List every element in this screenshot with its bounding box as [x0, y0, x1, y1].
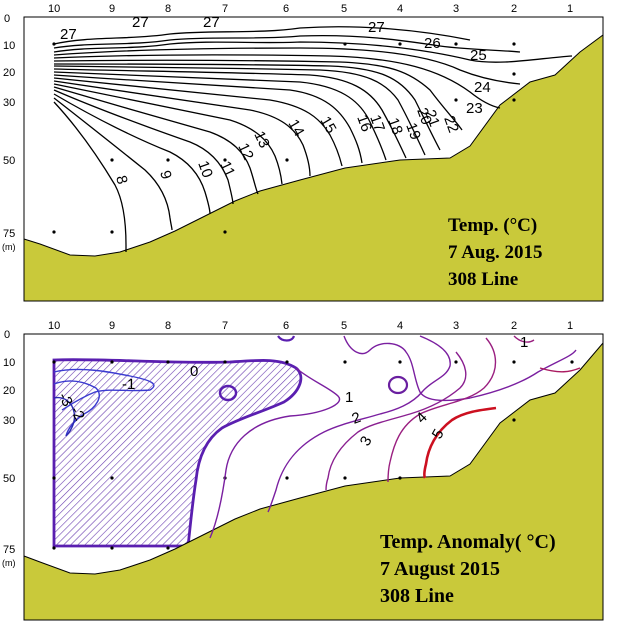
top-legend: Temp. (°C) 7 Aug. 2015 308 Line	[448, 215, 543, 290]
top-legend-line-3: 308 Line	[448, 269, 518, 290]
bottom-x-ticks: 10 9 8 7 6 5 4 3 2 1	[48, 320, 573, 332]
top-y-tick-label: 0	[4, 13, 10, 25]
bottom-y-tick-label: 75	[3, 544, 15, 556]
top-contour-label: 13	[250, 129, 272, 151]
bottom-y-tick-label: 20	[3, 385, 15, 397]
top-x-ticks: 10 9 8 7 6 5 4 3 2 1	[48, 3, 573, 15]
bottom-x-tick-label: 6	[283, 320, 289, 332]
top-contour-label: 15	[317, 114, 340, 137]
top-x-tick-label: 1	[567, 3, 573, 15]
top-contour-label: 19	[402, 121, 424, 142]
top-sample-dots	[52, 42, 516, 234]
top-contour-label: 12	[234, 141, 256, 163]
top-contour-label: 26	[424, 35, 441, 52]
bottom-anomaly-contours	[53, 335, 581, 539]
bottom-legend-line-1: Temp. Anomaly( °C)	[380, 531, 556, 553]
top-contour-label: 23	[466, 100, 483, 117]
top-contour-label: 18	[384, 116, 406, 137]
bottom-contour-label: 1	[520, 334, 528, 351]
top-y-ticks: 0 10 20 30 50 75 (m)	[2, 13, 16, 252]
bottom-cell-zero	[218, 384, 238, 402]
bottom-x-tick-label: 10	[48, 320, 60, 332]
bottom-y-tick-label: 0	[4, 329, 10, 341]
top-isotherms	[53, 26, 573, 252]
bottom-x-tick-label: 7	[222, 320, 228, 332]
bottom-y-ticks: 0 10 20 30 50 75 (m)	[2, 329, 16, 568]
bottom-x-tick-label: 9	[109, 320, 115, 332]
top-contour-label: 27	[203, 14, 220, 31]
top-y-tick-label: 30	[3, 97, 15, 109]
top-contour-label: 17	[366, 113, 388, 134]
top-y-tick-label: 10	[3, 40, 15, 52]
bottom-x-tick-label: 8	[165, 320, 171, 332]
top-contour-label: 10	[194, 159, 216, 180]
top-contour-label: 25	[470, 47, 487, 64]
bottom-x-tick-label: 1	[567, 320, 573, 332]
top-contour-label: 20	[413, 106, 435, 127]
bottom-contour-label: 1	[345, 389, 353, 406]
bottom-seafloor	[23, 341, 604, 621]
top-x-tick-label: 5	[341, 3, 347, 15]
top-y-tick-label: 50	[3, 155, 15, 167]
top-contour-label: 27	[60, 26, 77, 43]
top-contour-labels: 27 27 27 27 26 25 24 23 22 21 20 19 18 1…	[60, 14, 491, 186]
top-x-tick-label: 7	[222, 3, 228, 15]
bottom-y-tick-label: 50	[3, 473, 15, 485]
top-x-tick-label: 3	[453, 3, 459, 15]
top-contour-label: 22	[440, 114, 462, 135]
bottom-y-tick-label: 30	[3, 415, 15, 427]
top-contour-label: 16	[353, 113, 375, 134]
bottom-x-tick-label: 5	[341, 320, 347, 332]
top-contour-label: 14	[285, 117, 308, 140]
bottom-cell-one	[387, 375, 409, 395]
bottom-y-unit: (m)	[2, 558, 16, 568]
top-x-tick-label: 2	[511, 3, 517, 15]
bottom-y-tick-label: 10	[3, 357, 15, 369]
bottom-panel: 0 -1 -2 -3 1 1 2 3 4 5 10 9 8 7 6 5 4 3 …	[2, 320, 604, 621]
top-x-tick-label: 10	[48, 3, 60, 15]
top-contour-label: 27	[132, 14, 149, 31]
top-y-tick-label: 75	[3, 228, 15, 240]
top-contour-label: 11	[216, 159, 238, 180]
top-legend-line-2: 7 Aug. 2015	[448, 242, 543, 263]
bottom-contour-label: -1	[122, 376, 135, 393]
top-x-tick-label: 9	[109, 3, 115, 15]
bottom-x-tick-label: 2	[511, 320, 517, 332]
top-x-tick-label: 6	[283, 3, 289, 15]
negative-anomaly-region	[52, 358, 303, 548]
bottom-x-tick-label: 4	[397, 320, 403, 332]
bottom-x-tick-label: 3	[453, 320, 459, 332]
bottom-contour-label: 0	[190, 363, 198, 380]
top-seafloor	[23, 34, 604, 302]
bottom-legend: Temp. Anomaly( °C) 7 August 2015 308 Lin…	[380, 531, 556, 607]
top-contour-label: 24	[474, 79, 491, 96]
top-y-unit: (m)	[2, 242, 16, 252]
top-contour-label: 21	[421, 108, 443, 129]
top-x-tick-label: 4	[397, 3, 403, 15]
top-legend-line-1: Temp. (°C)	[448, 215, 537, 236]
bottom-legend-line-3: 308 Line	[380, 585, 454, 607]
bottom-legend-line-2: 7 August 2015	[380, 558, 500, 580]
bottom-sample-dots	[52, 360, 574, 550]
top-contour-label: 27	[368, 19, 385, 36]
top-x-tick-label: 8	[165, 3, 171, 15]
top-y-tick-label: 20	[3, 67, 15, 79]
top-panel: 27 27 27 27 26 25 24 23 22 21 20 19 18 1…	[2, 3, 604, 302]
